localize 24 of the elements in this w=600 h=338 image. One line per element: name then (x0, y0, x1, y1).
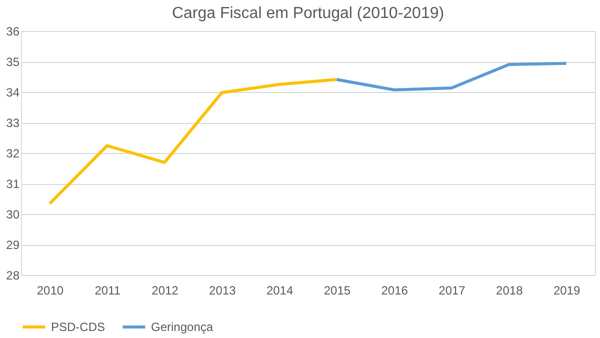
y-tick-label: 28 (6, 268, 20, 282)
line-series (335, 62, 568, 92)
y-tick-label: 29 (6, 238, 20, 252)
x-tick-label: 2012 (152, 284, 179, 298)
x-tick-label: 2018 (496, 284, 524, 298)
x-tick-label: 2019 (553, 284, 580, 298)
chart-title: Carga Fiscal em Portugal (2010-2019) (172, 5, 444, 22)
x-tick-label: 2015 (324, 284, 351, 298)
y-tick-label: 32 (6, 146, 20, 160)
x-tick-label: 2011 (94, 284, 121, 298)
line-series (48, 78, 338, 206)
y-tick-label: 36 (6, 24, 20, 38)
y-tick-label: 33 (6, 116, 20, 130)
y-tick-label: 35 (6, 55, 20, 69)
legend-label: Geringonça (151, 320, 214, 334)
x-tick-label: 2016 (381, 284, 408, 298)
y-tick-label: 31 (6, 177, 20, 191)
legend-label: PSD-CDS (51, 320, 106, 334)
y-tick-label: 34 (6, 86, 20, 100)
x-tick-label: 2017 (438, 284, 466, 298)
x-tick-label: 2013 (209, 284, 236, 298)
x-tick-label: 2014 (266, 284, 294, 298)
y-tick-label: 30 (6, 208, 20, 222)
x-tick-label: 2010 (36, 284, 64, 298)
